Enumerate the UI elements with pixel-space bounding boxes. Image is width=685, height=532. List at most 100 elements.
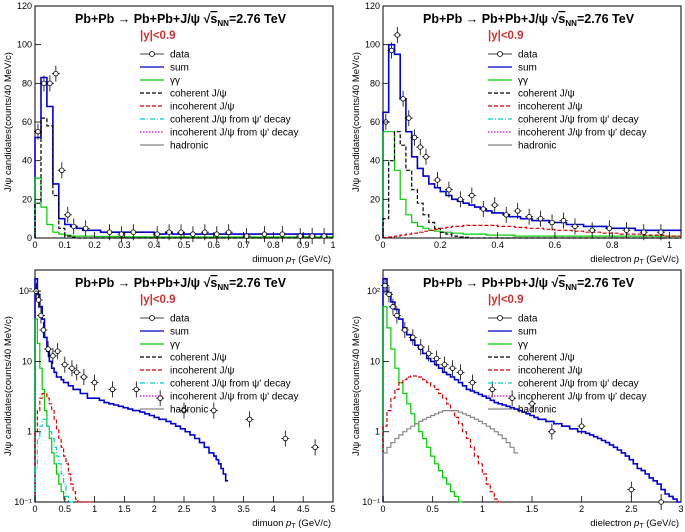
y-tick-label: 120 xyxy=(365,1,380,11)
data-point xyxy=(35,128,41,135)
panel-title: Pb+Pb → Pb+Pb+J/ψ √sNN=2.76 TeV xyxy=(75,12,287,28)
x-tick-label: 0.2 xyxy=(88,240,101,250)
panel-title: Pb+Pb → Pb+Pb+J/ψ √sNN=2.76 TeV xyxy=(423,12,635,28)
legend-label: coherent J/ψ from ψ' decay xyxy=(170,379,291,390)
data-point xyxy=(321,233,327,239)
y-tick-label: 10⁻¹ xyxy=(362,497,380,507)
data-point xyxy=(62,361,68,368)
series-- xyxy=(382,306,463,503)
data-point xyxy=(297,233,303,239)
data-point xyxy=(537,215,544,222)
x-tick-label: 1.5 xyxy=(526,504,539,514)
legend-label: sum xyxy=(518,63,537,74)
data-point xyxy=(623,227,630,233)
x-tick-label: 2 xyxy=(152,504,157,514)
data-point xyxy=(45,346,51,352)
series-incoherent-j- xyxy=(34,392,95,503)
x-tick-label: 0.3 xyxy=(118,240,131,250)
data-point xyxy=(449,365,456,371)
data-point xyxy=(492,202,498,208)
data-point xyxy=(406,115,412,121)
y-tick-label: 10 xyxy=(370,356,380,366)
data-point xyxy=(53,70,59,77)
x-tick-label: 3 xyxy=(211,504,216,514)
data-point xyxy=(211,407,217,414)
legend-label: hadronic xyxy=(170,141,208,152)
legend-label: hadronic xyxy=(518,141,556,152)
data-point xyxy=(130,229,137,235)
legend-label: data xyxy=(170,314,190,325)
panel-top-right: 0 0.2 0.4 0.6 0.8 1 0 20 40 60 80 100 120 dielectron … xyxy=(351,1,682,266)
y-tick-label: 60 xyxy=(370,117,380,127)
data-point xyxy=(423,154,429,160)
data-point xyxy=(202,229,208,235)
x-tick-label: 0.1 xyxy=(59,240,72,250)
data-point xyxy=(658,229,664,235)
x-tick-label: 0 xyxy=(32,504,37,514)
y-axis-label: J/ψ candidates(counts/40 MeV/c) xyxy=(3,316,14,456)
legend-marker xyxy=(497,315,503,321)
x-tick-label: 2.5 xyxy=(178,504,191,514)
data-point xyxy=(133,386,140,393)
data-point xyxy=(279,231,286,237)
data-point xyxy=(578,423,585,429)
legend-label: sum xyxy=(518,327,537,338)
y-tick-label: 20 xyxy=(370,194,380,204)
panel-title: Pb+Pb → Pb+Pb+J/ψ √sNN=2.76 TeV xyxy=(75,276,287,292)
data-point xyxy=(65,212,71,218)
x-tick-label: 3.5 xyxy=(237,504,250,514)
legend-label: incoherent J/ψ from ψ' decay xyxy=(518,392,646,403)
series-- xyxy=(34,318,66,502)
data-point xyxy=(480,206,486,212)
legend-label: hadronic xyxy=(518,405,556,416)
data-point xyxy=(526,214,532,220)
data-point xyxy=(560,217,567,224)
legend-label: incoherent J/ψ from ψ' decay xyxy=(170,128,298,139)
legend-label: coherent J/ψ xyxy=(518,89,575,100)
legend-label: coherent J/ψ from ψ' decay xyxy=(518,115,639,126)
y-tick-label: 0 xyxy=(375,233,380,243)
data-point xyxy=(214,231,220,237)
data-point xyxy=(81,374,87,380)
rapidity-cut-label: |y|<0.9 xyxy=(488,30,524,42)
panel-bottom-right: 0 0.5 1 1.5 2 2.5 3 10⁻¹ 1 10 10² dielectron pT (Ge… xyxy=(351,269,684,530)
y-tick-label: 20 xyxy=(22,194,32,204)
legend-label: γγ xyxy=(518,340,528,351)
y-tick-label: 60 xyxy=(22,117,32,127)
y-tick-label: 40 xyxy=(22,156,32,166)
legend-marker xyxy=(149,51,155,57)
y-tick-label: 80 xyxy=(22,78,32,88)
y-tick-label: 10⁻¹ xyxy=(14,497,32,507)
x-tick-label: 0.2 xyxy=(434,240,447,250)
x-tick-label: 4 xyxy=(271,504,276,514)
x-tick-label: 1 xyxy=(92,504,97,514)
data-point xyxy=(225,229,232,235)
x-tick-label: 0.5 xyxy=(59,504,72,514)
data-point xyxy=(589,227,595,233)
legend-label: γγ xyxy=(170,340,180,351)
data-point xyxy=(71,223,77,230)
y-tick-label: 10 xyxy=(22,356,32,366)
data-point xyxy=(54,348,61,354)
series-coherent-j- xyxy=(34,117,333,239)
data-point xyxy=(503,212,509,218)
x-tick-label: 3 xyxy=(678,504,683,514)
data-point xyxy=(246,416,253,423)
data-point xyxy=(382,282,388,289)
x-tick-label: 1 xyxy=(480,504,485,514)
x-tick-label: 0.4 xyxy=(491,240,504,250)
data-point xyxy=(441,361,448,368)
data-point xyxy=(549,219,555,226)
series-coherent-j- xyxy=(382,131,681,239)
data-point xyxy=(91,379,98,386)
legend-label: incoherent J/ψ from ψ' decay xyxy=(518,128,646,139)
x-axis-label: dielectron pT (GeV/c) xyxy=(590,254,679,266)
x-tick-label: 0 xyxy=(32,240,37,250)
data-point xyxy=(82,225,89,232)
data-point xyxy=(434,177,441,183)
data-point xyxy=(109,386,116,393)
series-sum xyxy=(382,278,681,503)
x-tick-label: 0.5 xyxy=(178,240,191,250)
y-axis-label: J/ψ candidates(counts/40 MeV/c) xyxy=(351,52,362,192)
